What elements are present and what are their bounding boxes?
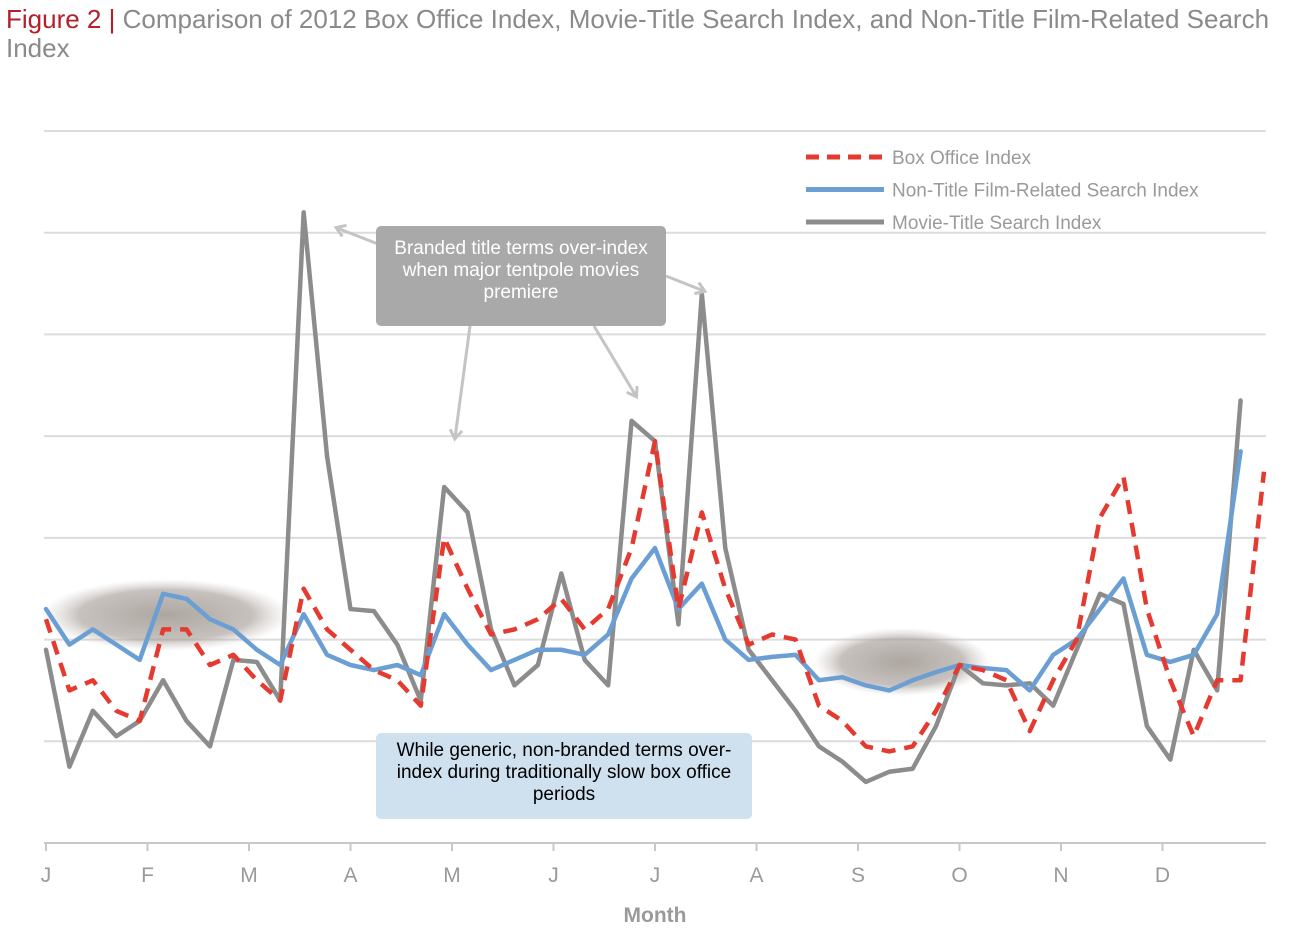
legend-label: Box Office Index [892,148,1032,169]
arrow-to-may-peak [455,325,472,438]
x-tick-label: S [851,864,865,887]
x-tick-label: D [1155,864,1170,887]
x-tick-label: F [141,864,154,887]
arrow-to-july-peak [665,274,704,291]
highlight-ellipses [42,579,990,696]
series-line-2 [43,210,1243,785]
x-tick-label: J [650,864,661,887]
series-lines [43,210,1267,785]
arrow-to-june-peak [592,325,636,396]
legend-label: Non-Title Film-Related Search Index [892,181,1199,202]
x-tick-label: N [1053,864,1068,887]
x-tick-label: M [443,864,461,887]
x-tick-label: A [749,864,763,887]
x-tick-label: J [548,864,559,887]
legend-label: Movie-Title Search Index [892,213,1102,234]
title-text: Comparison of 2012 Box Office Index, Mov… [6,4,1270,63]
x-tick-label: A [343,864,357,887]
x-tick-label: M [240,864,258,887]
generic-terms-callout: While generic, non-branded terms over-in… [376,733,752,819]
series-line-1 [43,449,1243,693]
figure-label: Figure 2 | [6,4,116,34]
legend: Box Office Index Non-Title Film-Related S… [806,148,1199,234]
x-tick-label: J [41,864,52,887]
slow-period-highlight-q1 [42,579,290,651]
slow-period-highlight-fall [814,628,990,696]
arrow-to-march-peak [337,228,379,246]
annotation-arrows [337,228,704,438]
chart-title: Figure 2 | Comparison of 2012 Box Office… [6,5,1286,63]
x-axis-label: Month [624,904,687,927]
series-line-0 [43,438,1267,754]
branded-terms-callout: Branded title terms over-index when majo… [376,226,666,326]
x-tick-label: O [951,864,967,887]
